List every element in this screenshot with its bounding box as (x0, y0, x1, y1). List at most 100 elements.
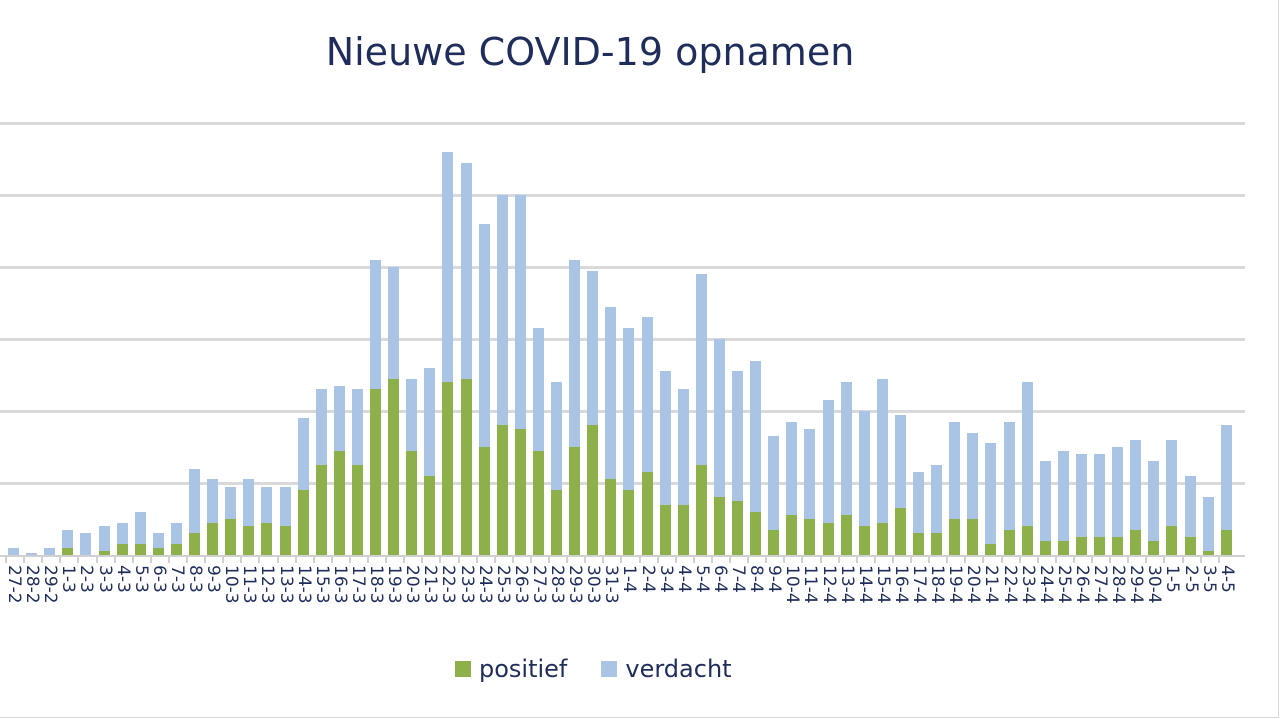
bar-segment-positief (1202, 551, 1214, 555)
bar-segment-verdacht (225, 486, 237, 519)
x-tick-label: 26-4 (1071, 565, 1092, 604)
x-tick (638, 557, 641, 563)
bar-1-4 (623, 328, 635, 555)
bar-segment-verdacht (261, 486, 273, 523)
bar-segment-positief (713, 497, 725, 555)
x-tick (1036, 557, 1039, 563)
x-tick (584, 557, 587, 563)
bar-14-3 (297, 418, 309, 555)
x-tick-label: 4-3 (112, 565, 133, 593)
x-tick (801, 557, 804, 563)
bar-segment-verdacht (1039, 461, 1051, 541)
bar-6-3 (152, 533, 164, 555)
bar-segment-positief (370, 389, 381, 555)
bar-segment-positief (1057, 540, 1069, 555)
bar-segment-positief (297, 490, 309, 555)
bar-segment-verdacht (315, 389, 327, 465)
bar-segment-positief (876, 522, 888, 555)
x-tick (1199, 557, 1202, 563)
bar-segment-verdacht (822, 400, 834, 523)
bar-20-3 (406, 378, 418, 555)
x-tick (783, 557, 786, 563)
bar-19-3 (388, 267, 400, 555)
bar-segment-positief (605, 479, 617, 555)
x-tick (149, 557, 152, 563)
bar-segment-verdacht (370, 259, 381, 390)
x-tick-label: 7-3 (166, 565, 187, 593)
x-tick-label: 3-5 (1198, 565, 1219, 593)
bar-segment-verdacht (623, 328, 635, 491)
bar-segment-verdacht (134, 511, 146, 545)
bar-segment-positief (1094, 536, 1105, 555)
bar-10-3 (225, 486, 237, 555)
x-tick (167, 557, 170, 563)
x-tick (240, 557, 243, 563)
x-tick (964, 557, 967, 563)
bar-11-4 (804, 429, 816, 555)
x-tick (77, 557, 80, 563)
bar-segment-verdacht (949, 421, 961, 519)
bar-27-2 (8, 547, 19, 555)
bar-31-3 (605, 306, 617, 555)
bar-29-2 (44, 547, 56, 555)
bar-segment-verdacht (514, 195, 526, 429)
bar-segment-positief (804, 519, 816, 555)
x-tick (566, 557, 569, 563)
bar-12-4 (822, 400, 834, 555)
x-tick-label: 25-4 (1053, 565, 1074, 604)
x-tick (204, 557, 207, 563)
bar-segment-positief (931, 533, 943, 555)
x-tick (1109, 557, 1112, 563)
bar-2-4 (641, 317, 653, 555)
x-tick (23, 557, 26, 563)
bar-segment-positief (170, 544, 182, 555)
x-tick-label: 2-5 (1180, 565, 1201, 593)
x-tick (529, 557, 532, 563)
x-tick (403, 557, 406, 563)
x-tick (855, 557, 858, 563)
x-tick-label: 28-3 (547, 565, 567, 604)
bar-segment-verdacht (406, 378, 418, 451)
bar-segment-positief (840, 515, 852, 555)
bar-segment-positief (62, 547, 74, 555)
x-tick-label: 27-2 (4, 565, 24, 604)
bar-29-4 (1130, 439, 1142, 555)
x-tick (674, 557, 677, 563)
bar-segment-positief (1075, 536, 1087, 555)
x-tick (330, 557, 333, 563)
bar-segment-positief (623, 490, 635, 555)
bar-segment-verdacht (840, 382, 852, 516)
bar-segment-verdacht (116, 522, 128, 545)
bar-segment-positief (532, 450, 544, 555)
bar-segment-verdacht (333, 385, 345, 451)
bar-segment-verdacht (1094, 454, 1105, 537)
legend: positief verdacht (455, 655, 766, 683)
x-tick (41, 557, 44, 563)
bar-segment-verdacht (44, 547, 56, 555)
bar-segment-positief (967, 518, 979, 555)
bar-segment-positief (134, 544, 146, 555)
x-tick (946, 557, 949, 563)
plot-area: 27-2 28-2 29-2 1-3 2-3 3-3 4-3 5-3 6-3 7-3 8-3 9-3 1… (0, 100, 1245, 604)
x-tick-label: 5-3 (130, 565, 151, 593)
x-tick-label: 2-4 (637, 565, 658, 593)
bar-segment-verdacht (1075, 454, 1087, 537)
bar-28-3 (551, 382, 562, 555)
x-tick-label: 21-4 (981, 565, 1002, 604)
x-tick-label: 26-3 (510, 565, 531, 604)
bar-segment-verdacht (876, 378, 888, 523)
bar-segment-verdacht (442, 151, 454, 383)
bar-segment-verdacht (207, 479, 219, 523)
bar-segment-verdacht (388, 267, 400, 379)
x-tick (276, 557, 279, 563)
bar-segment-verdacht (98, 526, 110, 552)
bar-14-4 (858, 411, 870, 555)
x-tick-label: 24-4 (1035, 565, 1056, 604)
bar-segment-verdacht (587, 270, 599, 426)
bar-segment-positief (786, 515, 798, 555)
bar-24-3 (478, 223, 490, 555)
bar-segment-verdacht (750, 360, 762, 512)
bar-23-4 (1021, 382, 1033, 555)
bar-26-4 (1075, 454, 1087, 555)
